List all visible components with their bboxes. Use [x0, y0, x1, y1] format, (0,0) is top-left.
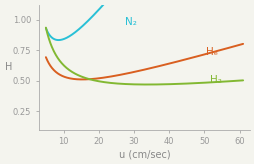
X-axis label: u (cm/sec): u (cm/sec) — [118, 149, 170, 159]
Text: H₂: H₂ — [209, 75, 221, 85]
Text: Hₑ: Hₑ — [205, 47, 217, 57]
Y-axis label: H: H — [5, 62, 12, 72]
Text: N₂: N₂ — [125, 17, 136, 27]
